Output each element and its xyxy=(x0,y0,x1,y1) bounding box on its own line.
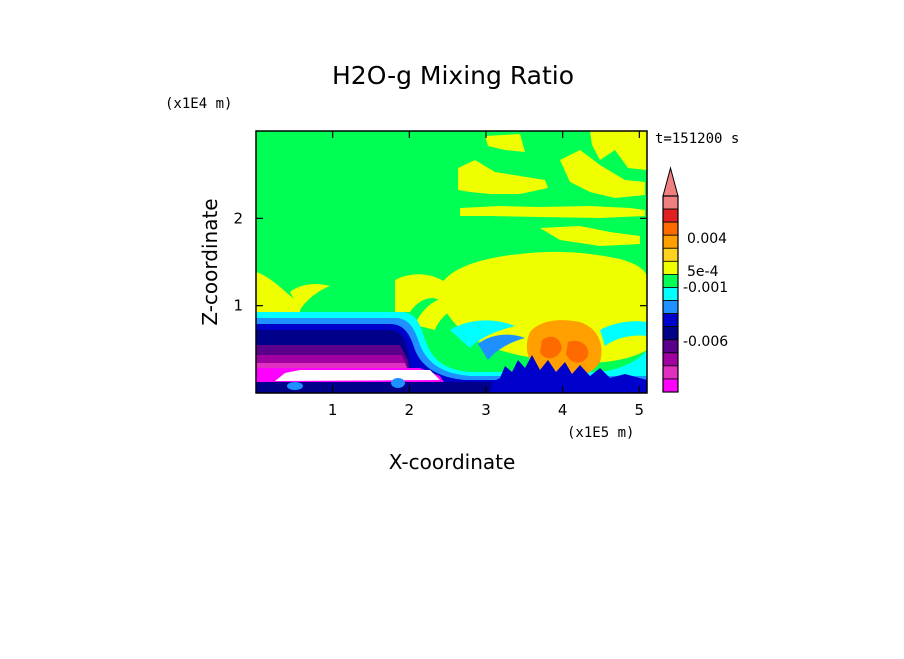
cyan-swirl-2 xyxy=(600,321,647,346)
y-tick-label: 2 xyxy=(233,209,243,227)
yellow-region-streak-2 xyxy=(560,150,645,198)
colorbar-label-5e-4: 5e-4 xyxy=(687,264,719,280)
colorbar-segment xyxy=(662,221,679,236)
colorbar-segment xyxy=(662,352,679,367)
colorbar-segment xyxy=(662,287,679,301)
yellow-lobe-mid xyxy=(395,274,445,312)
yellow-region-streak-4 xyxy=(485,134,525,152)
colorbar-segment xyxy=(662,195,679,210)
colorbar-arrow xyxy=(662,166,679,197)
bottom-blob-1 xyxy=(287,382,303,390)
cyan-swirl-1 xyxy=(450,320,515,348)
white-region xyxy=(275,370,440,381)
yellow-arc-2 xyxy=(290,284,330,310)
x-tick-label: 3 xyxy=(481,401,491,419)
light-blue-swirl xyxy=(478,334,525,360)
colorbar-segment xyxy=(662,339,679,354)
yellow-region-streak-5 xyxy=(540,226,640,246)
x-tick-label: 4 xyxy=(558,401,568,419)
colorbar-segment xyxy=(662,326,679,341)
colorbar-segment xyxy=(662,260,679,275)
bottom-rim xyxy=(256,382,647,393)
dark-orange-region-2 xyxy=(566,340,589,363)
colorbar-frame xyxy=(662,195,679,393)
yellow-region-streak-1 xyxy=(458,160,548,194)
time-label: t=151200 s xyxy=(655,131,739,147)
y-axis: 12 xyxy=(233,209,647,315)
colorbar-segment xyxy=(662,273,679,288)
chart-title: H2O-g Mixing Ratio xyxy=(332,61,574,90)
plot-frame xyxy=(255,130,648,394)
bottom-blob-2 xyxy=(391,378,405,388)
x-tick-label: 2 xyxy=(405,401,415,419)
yellow-region-streak-3 xyxy=(460,206,645,218)
x-tick-label: 1 xyxy=(328,401,338,419)
x-axis-title: X-coordinate xyxy=(389,450,516,474)
colorbar xyxy=(662,166,679,393)
colorbar-segment xyxy=(662,313,679,328)
y-axis-title: Z-coordinate xyxy=(198,198,222,325)
bottom-convection xyxy=(490,355,647,393)
colorbar-segment xyxy=(662,378,679,393)
colorbar-label-0004: 0.004 xyxy=(687,231,727,247)
x-tick-label: 5 xyxy=(635,401,645,419)
yellow-lobe-left xyxy=(256,272,300,312)
heatmap-field xyxy=(256,131,647,393)
yellow-arc-1 xyxy=(415,294,480,330)
colorbar-segment xyxy=(662,365,679,380)
colorbar-segment xyxy=(662,208,679,223)
yellow-region-top-right xyxy=(590,131,647,170)
y-scale-label: (x1E4 m) xyxy=(165,96,232,112)
colorbar-label-neg-0001: -0.001 xyxy=(683,280,728,296)
colorbar-segment xyxy=(662,247,679,262)
x-scale-label: (x1E5 m) xyxy=(567,425,634,441)
colorbar-segment xyxy=(662,300,679,314)
x-axis: 1 2 3 4 5 xyxy=(328,131,644,419)
colorbar-segment xyxy=(662,234,679,249)
dark-orange-region-1 xyxy=(540,336,562,359)
colorbar-label-neg-0006: -0.006 xyxy=(683,334,728,350)
y-tick-label: 1 xyxy=(233,297,243,315)
